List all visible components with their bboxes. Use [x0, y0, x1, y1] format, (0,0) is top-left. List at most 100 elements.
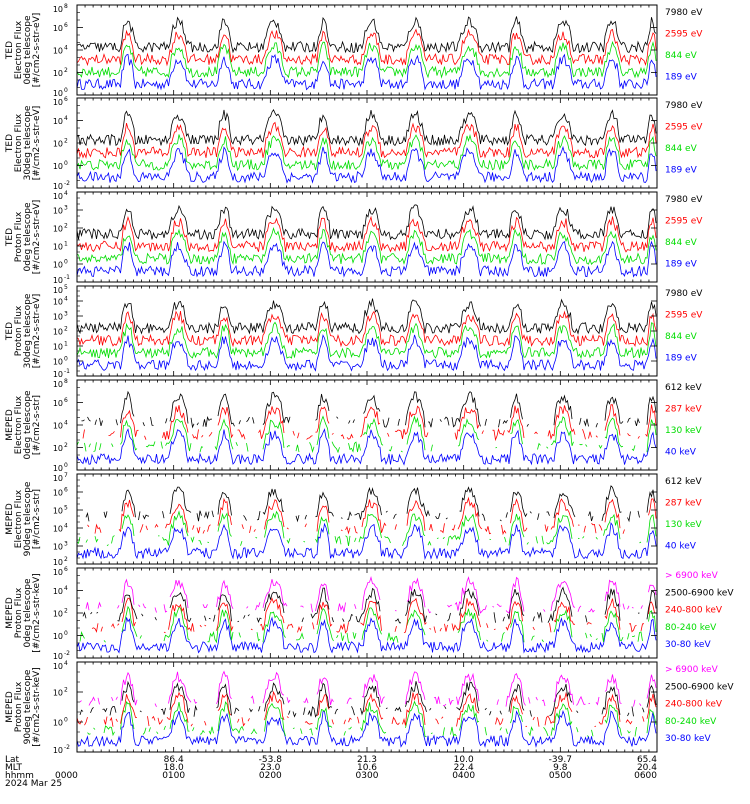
y-tick-label-exponent: 2 [64, 67, 68, 74]
legend-entry: 844 eV [665, 238, 698, 248]
y-tick-label-exponent: 2 [64, 138, 68, 145]
y-tick-label-exponent: 0 [64, 160, 68, 167]
y-tick-label-base: 10 [53, 276, 63, 285]
x-tick-mlt-label: 23.0 [260, 763, 280, 773]
legend-entry: 80-240 keV [665, 717, 717, 727]
y-axis-label-line: MEPED [5, 597, 15, 629]
y-axis-label-line: 30deg telescope [23, 105, 33, 180]
series-5-trace [77, 616, 657, 654]
y-tick-label-base: 10 [53, 380, 63, 389]
y-axis-label-line: TED [5, 134, 15, 153]
y-axis-label-line: 0deg telescope [23, 578, 33, 648]
y-axis-label-line: [#/cm2-s-str-keV] [32, 573, 42, 652]
series-4-trace [77, 240, 657, 278]
x-tick-time-label: 0300 [356, 771, 379, 781]
y-tick-label-base: 10 [53, 286, 63, 295]
x-tick-time-label: 0500 [549, 771, 572, 781]
y-tick-label-exponent: 8 [64, 378, 68, 385]
y-tick-label-base: 10 [53, 568, 63, 577]
x-tick-lat-label: -53.8 [259, 755, 283, 765]
legend-entry: 844 eV [665, 332, 698, 342]
y-tick-label-exponent: 3 [64, 311, 68, 318]
y-tick-label-base: 10 [53, 358, 63, 367]
legend-entry: 40 keV [665, 447, 697, 457]
legend-entry: 130 keV [665, 520, 702, 530]
y-tick-label-base: 10 [53, 587, 63, 596]
series-4-trace [77, 334, 657, 372]
y-tick-label-base: 10 [53, 652, 63, 661]
legend-entry: 2595 eV [665, 310, 703, 320]
legend-entry: 240-800 keV [665, 700, 723, 710]
y-tick-label-exponent: 2 [64, 608, 68, 615]
legend-entry: 189 eV [665, 353, 698, 363]
panel-traces [77, 670, 657, 748]
y-tick-label-base: 10 [53, 207, 63, 216]
panel-traces [77, 204, 657, 278]
panel-frame [76, 97, 658, 189]
x-tick-mlt-label: 22.4 [454, 763, 474, 773]
series-3-trace [77, 690, 657, 727]
series-2-trace [77, 215, 657, 253]
y-tick-label-exponent: 0 [64, 87, 68, 94]
y-tick-label-exponent: -2 [64, 180, 70, 187]
y-tick-label-base: 10 [53, 399, 63, 408]
y-tick-label-base: 10 [53, 474, 63, 483]
legend-entry: 40 keV [665, 541, 697, 551]
series-2-trace [79, 680, 657, 718]
y-tick-label-exponent: -2 [64, 650, 70, 657]
x-tick-lat-label: 86.4 [164, 755, 184, 765]
series-2-trace [77, 28, 657, 67]
x-row-label: 2024 Mar 25 [5, 779, 62, 789]
series-3-trace [77, 415, 657, 454]
y-tick-label-base: 10 [53, 746, 63, 755]
y-tick-label-exponent: 5 [64, 505, 68, 512]
series-1-trace [85, 485, 657, 523]
y-axis-label-line: 90deg telescope [23, 669, 33, 744]
y-tick-label-exponent: 6 [64, 487, 68, 494]
y-tick-label-exponent: 4 [64, 45, 68, 52]
y-tick-label-base: 10 [53, 719, 63, 728]
legend-entry: 30-80 keV [665, 734, 711, 744]
series-1-trace [81, 390, 657, 429]
series-2-trace [87, 496, 657, 536]
legend-entry: 612 keV [665, 477, 702, 487]
y-tick-label-base: 10 [53, 243, 63, 252]
y-tick-label-exponent: 1 [64, 341, 68, 348]
y-tick-label-base: 10 [53, 24, 63, 33]
y-tick-label-base: 10 [53, 662, 63, 671]
y-axis-label-line: 30deg telescope [23, 293, 33, 368]
series-4-trace [79, 605, 657, 644]
y-tick-label-exponent: 4 [64, 190, 68, 197]
series-3-trace [91, 597, 657, 634]
legend-entry: 2500-6900 keV [665, 588, 734, 598]
series-3-trace [77, 321, 657, 360]
series-4-trace [77, 145, 657, 184]
x-tick-mlt-label: 18.0 [164, 763, 184, 773]
series-1-trace [79, 670, 657, 707]
y-tick-label-exponent: -1 [64, 274, 70, 281]
y-axis-label-line: TED [5, 228, 15, 247]
y-axis-label-line: TED [5, 41, 15, 60]
legend-entry: 612 keV [665, 383, 702, 393]
y-tick-label-base: 10 [53, 140, 63, 149]
x-first-time-label: 0000 [55, 771, 78, 781]
y-tick-label-base: 10 [53, 444, 63, 453]
y-axis-label-line: Electron Flux [14, 489, 24, 548]
y-axis-label-line: [#/cm2-s-str-eV] [32, 294, 42, 369]
y-tick-label-exponent: 6 [64, 397, 68, 404]
y-tick-label-base: 10 [53, 69, 63, 78]
series-1-trace [77, 204, 657, 241]
y-tick-label-base: 10 [53, 422, 63, 431]
y-tick-label-exponent: 0 [64, 356, 68, 363]
y-tick-label-base: 10 [53, 525, 63, 534]
x-tick-lat-label: 21.3 [357, 755, 377, 765]
panel-traces [77, 576, 657, 654]
series-1-trace [77, 298, 657, 335]
y-tick-label-base: 10 [53, 558, 63, 567]
